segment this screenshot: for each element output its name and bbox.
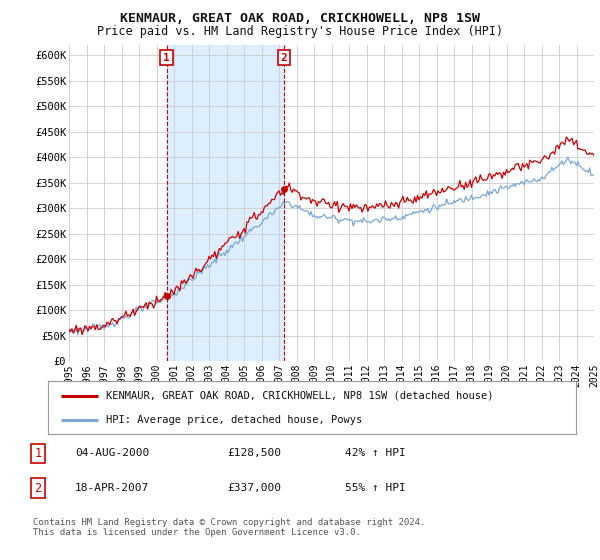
Bar [167, 45, 284, 361]
Text: £337,000: £337,000 [227, 483, 281, 493]
Text: 2: 2 [281, 53, 287, 63]
Text: KENMAUR, GREAT OAK ROAD, CRICKHOWELL, NP8 1SW (detached house): KENMAUR, GREAT OAK ROAD, CRICKHOWELL, NP… [106, 391, 494, 401]
Text: Contains HM Land Registry data © Crown copyright and database right 2024.
This d: Contains HM Land Registry data © Crown c… [33, 518, 425, 538]
Text: KENMAUR, GREAT OAK ROAD, CRICKHOWELL, NP8 1SW: KENMAUR, GREAT OAK ROAD, CRICKHOWELL, NP… [120, 12, 480, 25]
Text: Price paid vs. HM Land Registry's House Price Index (HPI): Price paid vs. HM Land Registry's House … [97, 25, 503, 38]
Text: £128,500: £128,500 [227, 449, 281, 459]
Text: 04-AUG-2000: 04-AUG-2000 [75, 449, 149, 459]
Text: 1: 1 [35, 447, 41, 460]
Text: 1: 1 [163, 53, 170, 63]
Text: 2: 2 [35, 482, 41, 494]
Text: 18-APR-2007: 18-APR-2007 [75, 483, 149, 493]
Text: 42% ↑ HPI: 42% ↑ HPI [346, 449, 406, 459]
Text: 55% ↑ HPI: 55% ↑ HPI [346, 483, 406, 493]
Text: HPI: Average price, detached house, Powys: HPI: Average price, detached house, Powy… [106, 414, 362, 424]
